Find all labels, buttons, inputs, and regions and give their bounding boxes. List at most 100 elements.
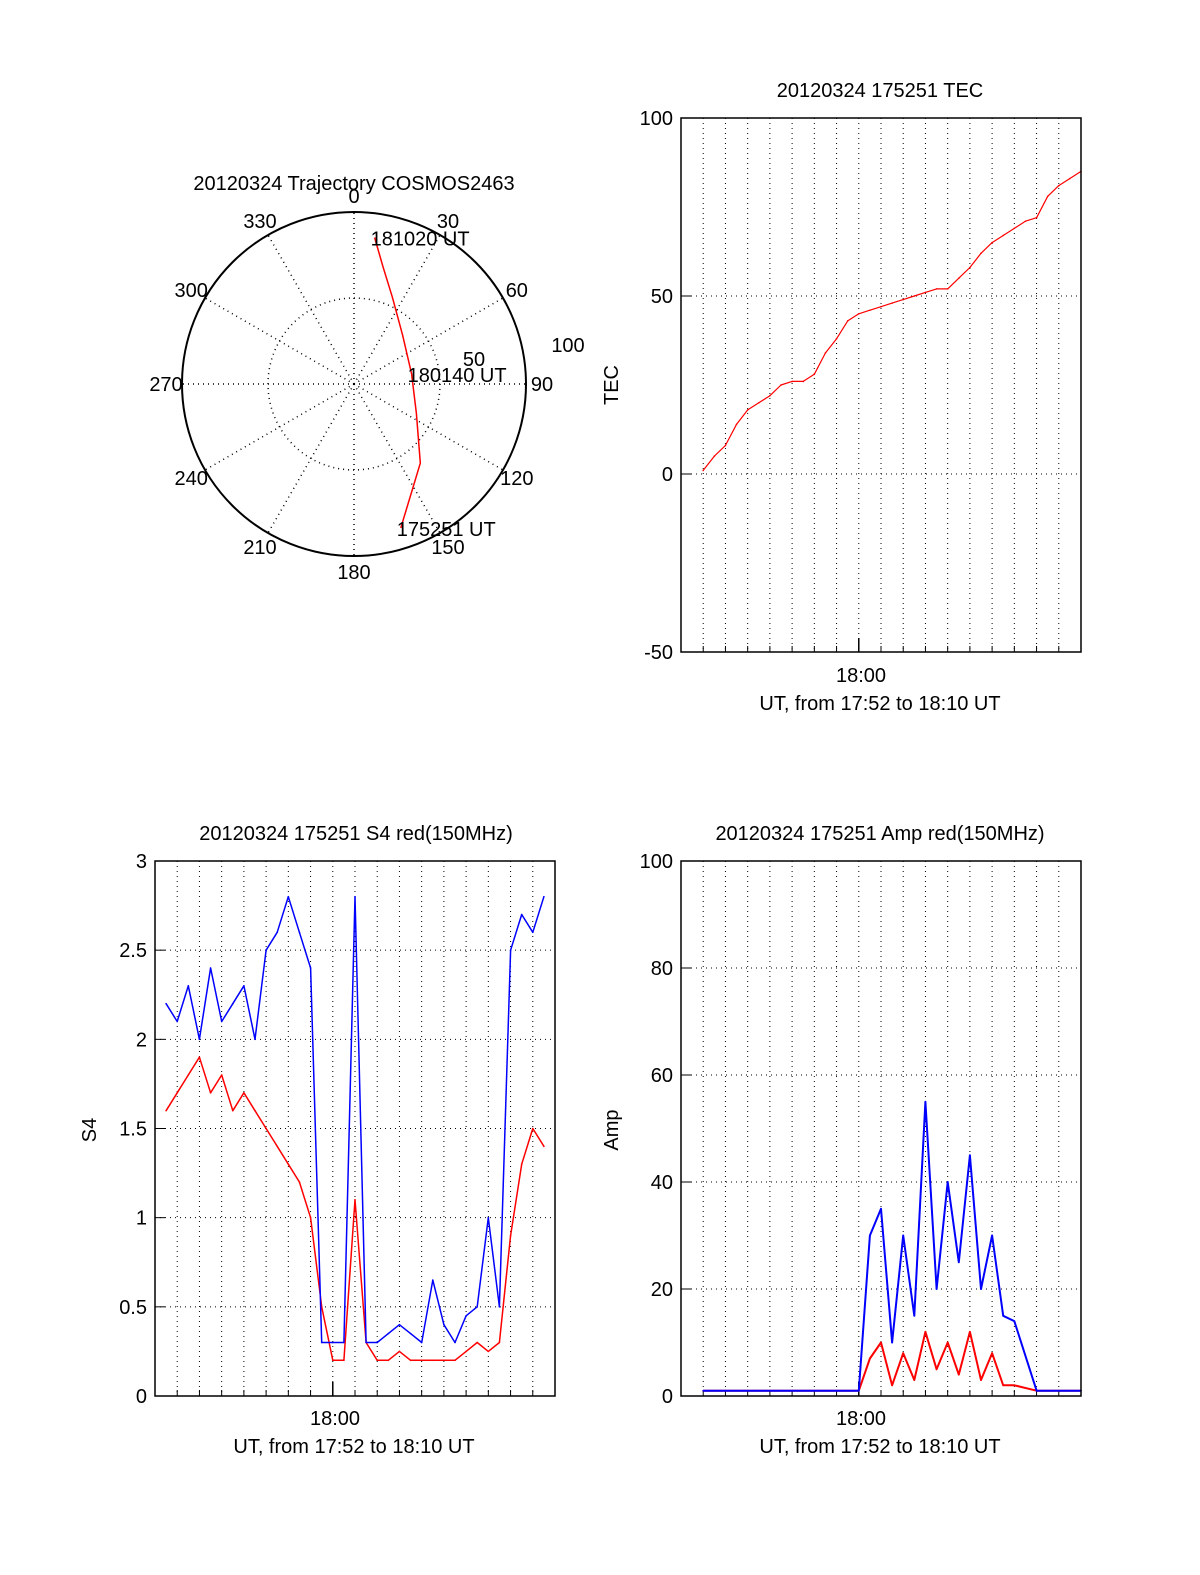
data-point (880, 1341, 882, 1344)
data-point (846, 320, 849, 322)
plot-frame (680, 860, 1082, 1397)
data-point (935, 1368, 938, 1371)
y-tick-label: 1.5 (119, 1119, 147, 1141)
data-point (398, 1350, 401, 1353)
data-point (991, 241, 993, 244)
y-tick-label: 1 (136, 1208, 147, 1230)
data-point (476, 1306, 479, 1308)
data-point (913, 1314, 916, 1317)
data-point (802, 380, 805, 383)
data-point (520, 913, 523, 916)
data-point (1046, 195, 1049, 198)
y-tick-label: 0 (662, 464, 673, 486)
y-tick-label: 100 (640, 851, 673, 873)
data-point (343, 1341, 345, 1344)
polar-spoke (204, 297, 355, 385)
y-tick-label: 40 (651, 1172, 673, 1194)
polar-azimuth-label: 210 (243, 537, 276, 559)
data-point (1024, 220, 1027, 223)
data-point (243, 985, 245, 987)
series-line-amp-blue (703, 1100, 1081, 1392)
data-point (376, 1341, 379, 1344)
data-point (1013, 227, 1016, 230)
y-tick-label: 2 (136, 1029, 147, 1051)
data-point (724, 1389, 727, 1392)
data-point (287, 1163, 290, 1165)
data-point (198, 1056, 201, 1058)
s4-xlabel: UT, from 17:52 to 18:10 UT (233, 1436, 474, 1458)
data-point (176, 1020, 179, 1023)
series-line-s4-blue (165, 895, 545, 1344)
polar-azimuth-label: 180 (337, 562, 370, 584)
data-point (176, 1092, 179, 1094)
data-point (924, 1100, 927, 1103)
polar-spoke (204, 383, 355, 471)
data-point (265, 1127, 267, 1130)
data-point (791, 380, 793, 383)
data-point (869, 309, 871, 312)
polar-title: 20120324 Trajectory COSMOS2463 (193, 173, 514, 195)
polar-spoke (353, 234, 441, 385)
data-point (935, 1288, 938, 1290)
polar-spoke (267, 234, 355, 385)
data-point (869, 1357, 871, 1360)
trajectory-time-label: 180140 UT (408, 365, 507, 387)
polar-track: 181020 UT 180140 UT 175251 UT (371, 229, 507, 541)
data-point (309, 967, 312, 969)
data-point (243, 1092, 245, 1094)
data-point (880, 1207, 882, 1210)
data-point (498, 1341, 501, 1344)
s4-panel: 20120324 175251 S4 red(150MHz) S4 18:00 … (79, 823, 556, 1458)
polar-spoke (267, 383, 355, 534)
polar-spoke (353, 383, 441, 534)
polar-azimuth-label: 240 (174, 468, 207, 490)
y-tick-label: 0 (662, 1386, 673, 1408)
data-point (946, 1181, 949, 1183)
data-point (354, 1199, 356, 1201)
data-point (431, 1359, 434, 1362)
data-point (531, 931, 534, 934)
polar-azimuth-label: 120 (500, 468, 533, 490)
data-point (991, 1352, 993, 1354)
tec-title: 20120324 175251 TEC (777, 80, 983, 102)
data-point (543, 1145, 545, 1148)
polar-azimuth-label: 60 (506, 280, 528, 302)
polar-azimuth-label: 0 (348, 186, 359, 208)
data-point (343, 1359, 345, 1362)
data-point (454, 1341, 456, 1344)
data-point (857, 1389, 860, 1392)
data-point (487, 1350, 490, 1353)
polar-azimuth-label: 270 (149, 374, 182, 396)
trajectory-time-label: 175251 UT (397, 519, 496, 541)
trajectory-line (373, 237, 422, 529)
data-point (409, 1332, 412, 1335)
data-point (443, 1323, 445, 1326)
data-point (991, 1234, 993, 1237)
polar-radius-label: 100 (551, 335, 584, 357)
data-point (769, 1389, 771, 1392)
data-point (746, 1389, 749, 1392)
data-point (957, 1261, 960, 1264)
data-point (980, 252, 982, 255)
data-point (902, 1352, 905, 1354)
data-point (957, 1373, 960, 1376)
data-point (187, 985, 190, 987)
polar-grid: 0 30 60 90 120 150 180 210 240 270 300 330 50 100 (149, 186, 584, 584)
data-point (746, 409, 749, 411)
data-point (465, 1314, 467, 1317)
data-point (702, 469, 705, 472)
polar-azimuth-label: 30 (437, 211, 459, 233)
data-point (487, 1216, 490, 1219)
series-line-tec (702, 170, 1082, 471)
data-point (165, 1109, 167, 1112)
amp-panel: 20120324 175251 Amp red(150MHz) Amp 18:0… (601, 823, 1082, 1458)
polar-trajectory-panel: 20120324 Trajectory COSMOS2463 0 30 60 90 12… (149, 173, 584, 584)
y-tick-label: 50 (651, 286, 673, 308)
data-point (187, 1074, 190, 1076)
data-point (713, 455, 716, 458)
data-point (902, 298, 905, 301)
y-tick-label: 2.5 (119, 940, 147, 962)
amp-title: 20120324 175251 Amp red(150MHz) (715, 823, 1044, 845)
tec-panel: 20120324 175251 TEC TEC 18:00 UT, from 1… (601, 80, 1082, 715)
